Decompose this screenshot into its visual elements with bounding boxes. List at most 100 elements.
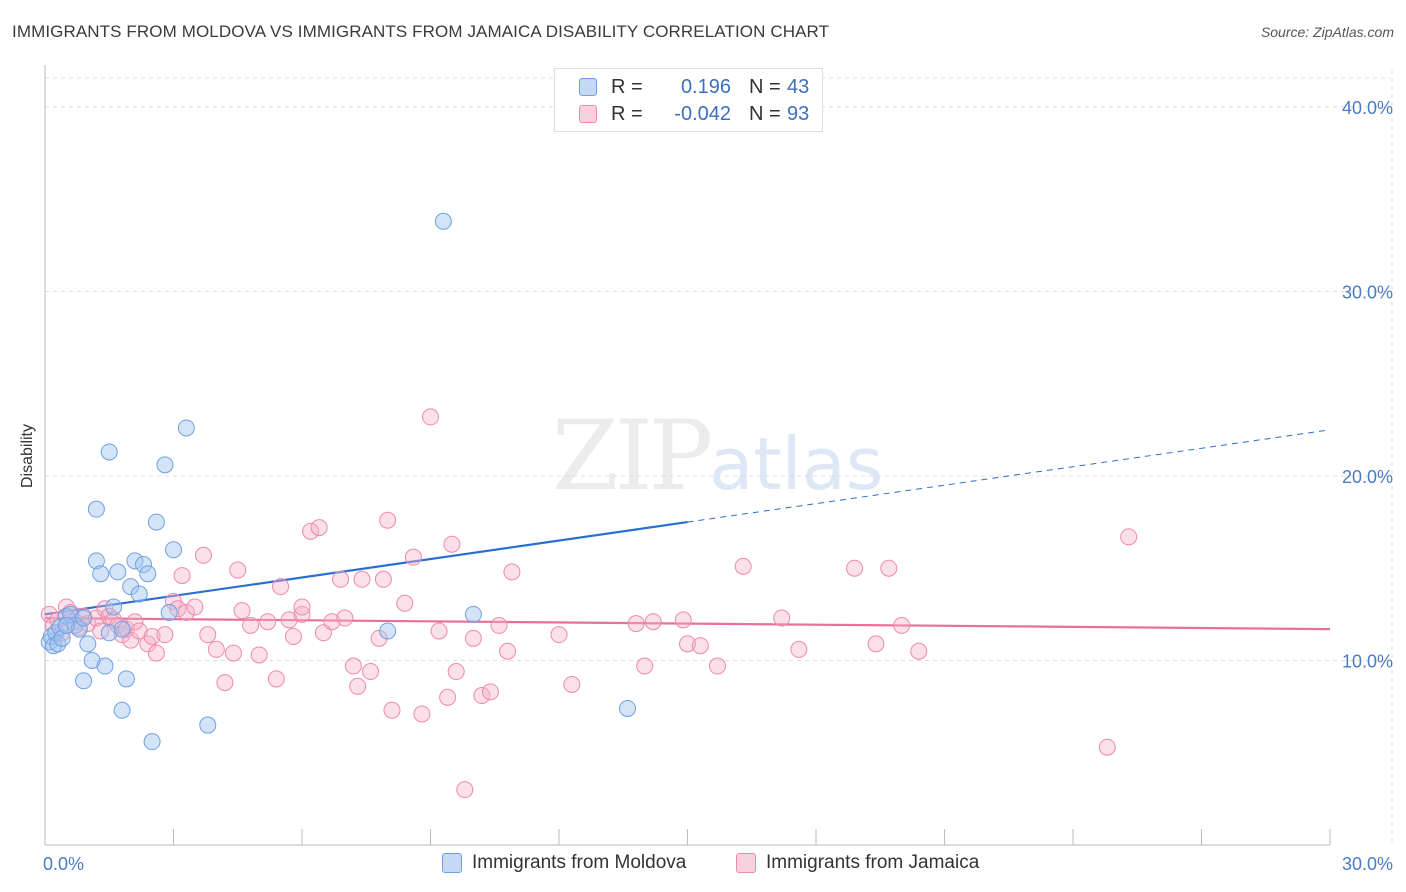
- jamaica-point: [430, 622, 448, 640]
- jamaica-point: [910, 642, 928, 660]
- y-tick-label: 30.0%: [1342, 282, 1393, 302]
- jamaica-point: [156, 626, 174, 644]
- moldova-point: [100, 624, 118, 642]
- moldova-point: [87, 552, 105, 570]
- jamaica-point: [734, 557, 752, 575]
- jamaica-point: [92, 622, 110, 640]
- jamaica-point: [302, 522, 320, 540]
- y-tick-label: 20.0%: [1342, 467, 1393, 487]
- chart-source: Source: ZipAtlas.com: [1260, 24, 1394, 40]
- trend-lines: [44, 429, 1331, 631]
- stats-legend: R = 0.196 N = 43 R = -0.042 N = 93: [554, 68, 823, 132]
- jamaica-point: [503, 563, 521, 581]
- moldova-point: [113, 620, 131, 638]
- moldova-point: [53, 629, 71, 647]
- jamaica-point: [679, 635, 696, 653]
- r-label: R =: [611, 102, 643, 125]
- moldova-point: [139, 565, 157, 583]
- moldova-point: [75, 609, 93, 627]
- jamaica-point: [186, 598, 204, 616]
- moldova-point: [70, 620, 88, 638]
- jamaica-point: [396, 594, 414, 612]
- moldova-point: [105, 598, 123, 616]
- n-label: N =: [749, 102, 781, 125]
- jamaica-point: [413, 705, 431, 723]
- jamaica-point: [233, 602, 251, 620]
- moldova-point: [113, 701, 131, 719]
- jamaica-point: [383, 701, 401, 719]
- moldova-point: [96, 657, 114, 675]
- moldova-legend-swatch: [442, 853, 462, 873]
- y-tick-label: 40.0%: [1342, 98, 1393, 118]
- watermark: ZIPatlas: [552, 400, 883, 512]
- moldova-point: [92, 565, 110, 583]
- jamaica-point: [773, 609, 791, 627]
- jamaica-point: [310, 519, 328, 537]
- jamaica-point: [293, 605, 311, 623]
- moldova-point: [100, 443, 118, 461]
- jamaica-point: [293, 598, 311, 616]
- jamaica-point: [563, 675, 581, 693]
- moldova-point: [464, 605, 482, 623]
- moldova-point: [109, 563, 127, 581]
- jamaica-point: [242, 616, 260, 634]
- jamaica-point: [473, 687, 491, 705]
- moldova-point: [79, 635, 97, 653]
- jamaica-point: [224, 644, 242, 662]
- jamaica-point: [867, 635, 885, 653]
- jamaica-point: [280, 611, 298, 629]
- jamaica-point: [374, 570, 392, 588]
- n-value: 43: [787, 75, 810, 98]
- jamaica-point: [267, 670, 285, 688]
- r-value: 0.196: [680, 75, 731, 98]
- jamaica-point: [790, 640, 808, 658]
- jamaica-point: [147, 644, 165, 662]
- jamaica-point: [404, 548, 422, 566]
- jamaica-point: [644, 613, 662, 631]
- jamaica-point: [177, 604, 195, 621]
- jamaica-point: [1098, 738, 1116, 756]
- jamaica-point: [481, 683, 499, 701]
- jamaica-point: [216, 674, 234, 692]
- x-tick-label: 0.0%: [43, 854, 84, 874]
- jamaica-point: [708, 657, 726, 675]
- legend-item-jamaica[interactable]: Immigrants from Jamaica: [736, 852, 979, 874]
- moldova-point: [62, 605, 80, 623]
- jamaica-point: [447, 663, 465, 681]
- moldova-trend-extension: [687, 429, 1331, 523]
- legend-item-moldova[interactable]: Immigrants from Moldova: [442, 852, 686, 874]
- jamaica-point: [194, 546, 212, 564]
- chart-title: IMMIGRANTS FROM MOLDOVA VS IMMIGRANTS FR…: [12, 22, 830, 41]
- moldova-point: [156, 456, 174, 474]
- jamaica-point: [199, 626, 217, 644]
- n-label: N =: [749, 75, 781, 98]
- tick-labels: 10.0% 20.0% 30.0% 40.0% 0.0% 30.0%: [43, 98, 1393, 874]
- jamaica-point: [627, 615, 645, 633]
- moldova-point: [379, 622, 397, 640]
- jamaica-point: [370, 629, 388, 647]
- axes: [44, 65, 1331, 846]
- jamaica-point: [846, 559, 864, 577]
- jamaica-point: [40, 605, 58, 623]
- jamaica-legend-label: Immigrants from Jamaica: [766, 852, 980, 873]
- grid-lines: [45, 70, 1393, 845]
- moldova-point: [126, 552, 144, 570]
- jamaica-point: [439, 688, 457, 706]
- jamaica-point: [207, 640, 225, 658]
- jamaica-point: [550, 626, 568, 644]
- jamaica-point: [126, 613, 144, 631]
- jamaica-point: [636, 657, 654, 675]
- moldova-point: [130, 585, 148, 603]
- moldova-point: [75, 672, 93, 690]
- moldova-point: [117, 670, 135, 688]
- jamaica-point: [284, 627, 302, 645]
- legend-row-jamaica: R = -0.042 N = 93: [579, 101, 809, 127]
- moldova-point: [51, 618, 69, 636]
- moldova-point: [83, 651, 101, 669]
- moldova-point: [45, 637, 63, 655]
- jamaica-trend-line: [44, 616, 1331, 631]
- jamaica-point: [143, 627, 161, 645]
- x-tick-label: 30.0%: [1342, 854, 1393, 874]
- jamaica-point: [464, 629, 482, 647]
